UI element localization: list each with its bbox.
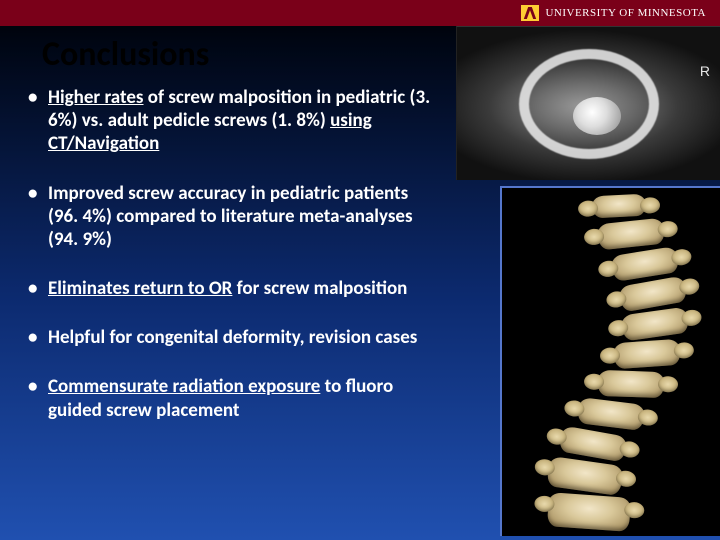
university-name: UNIVERSITY OF MINNESOTA [545, 7, 706, 19]
bullet-item: Commensurate radiation exposure to fluor… [26, 375, 438, 421]
vertebra [618, 275, 688, 312]
spine-wrap [502, 188, 720, 536]
ct-side-marker: R [700, 63, 710, 79]
vertebra [591, 194, 646, 219]
university-m-icon [521, 5, 539, 21]
slide: UNIVERSITY OF MINNESOTA Conclusions High… [0, 0, 720, 540]
spine-column [570, 191, 652, 533]
bullet-item: Helpful for congenital deformity, revisi… [26, 326, 438, 349]
ct-axial-image: R [456, 26, 720, 180]
bullet-item: Higher rates of screw malposition in ped… [26, 86, 438, 156]
bullet-segment: Eliminates return to OR [48, 277, 232, 300]
vertebra [558, 425, 628, 462]
bullet-segment: Commensurate radiation exposure [48, 375, 320, 398]
slide-title: Conclusions [42, 34, 209, 75]
spine-3d-image [500, 186, 720, 536]
bullet-segment: Improved screw accuracy in pediatric pat… [48, 182, 413, 251]
vertebra [546, 456, 623, 496]
vertebra [610, 246, 679, 282]
vertebra [577, 397, 646, 431]
bullet-item: Eliminates return to OR for screw malpos… [26, 277, 438, 300]
ct-vertebra-shape [573, 97, 621, 135]
vertebra [547, 492, 631, 532]
vertebra [621, 307, 690, 342]
vertebra [598, 370, 665, 398]
bullet-segment: for screw malposition [232, 277, 407, 300]
bullet-segment: Helpful for congenital deformity, revisi… [48, 326, 417, 349]
bullet-segment: Higher rates [48, 86, 144, 109]
vertebra [597, 218, 665, 251]
bullet-item: Improved screw accuracy in pediatric pat… [26, 182, 438, 252]
vertebra [613, 339, 681, 370]
university-logo: UNIVERSITY OF MINNESOTA [521, 5, 706, 21]
bullet-content: Higher rates of screw malposition in ped… [26, 86, 438, 448]
bullet-list: Higher rates of screw malposition in ped… [26, 86, 438, 422]
university-header-bar: UNIVERSITY OF MINNESOTA [0, 0, 720, 26]
